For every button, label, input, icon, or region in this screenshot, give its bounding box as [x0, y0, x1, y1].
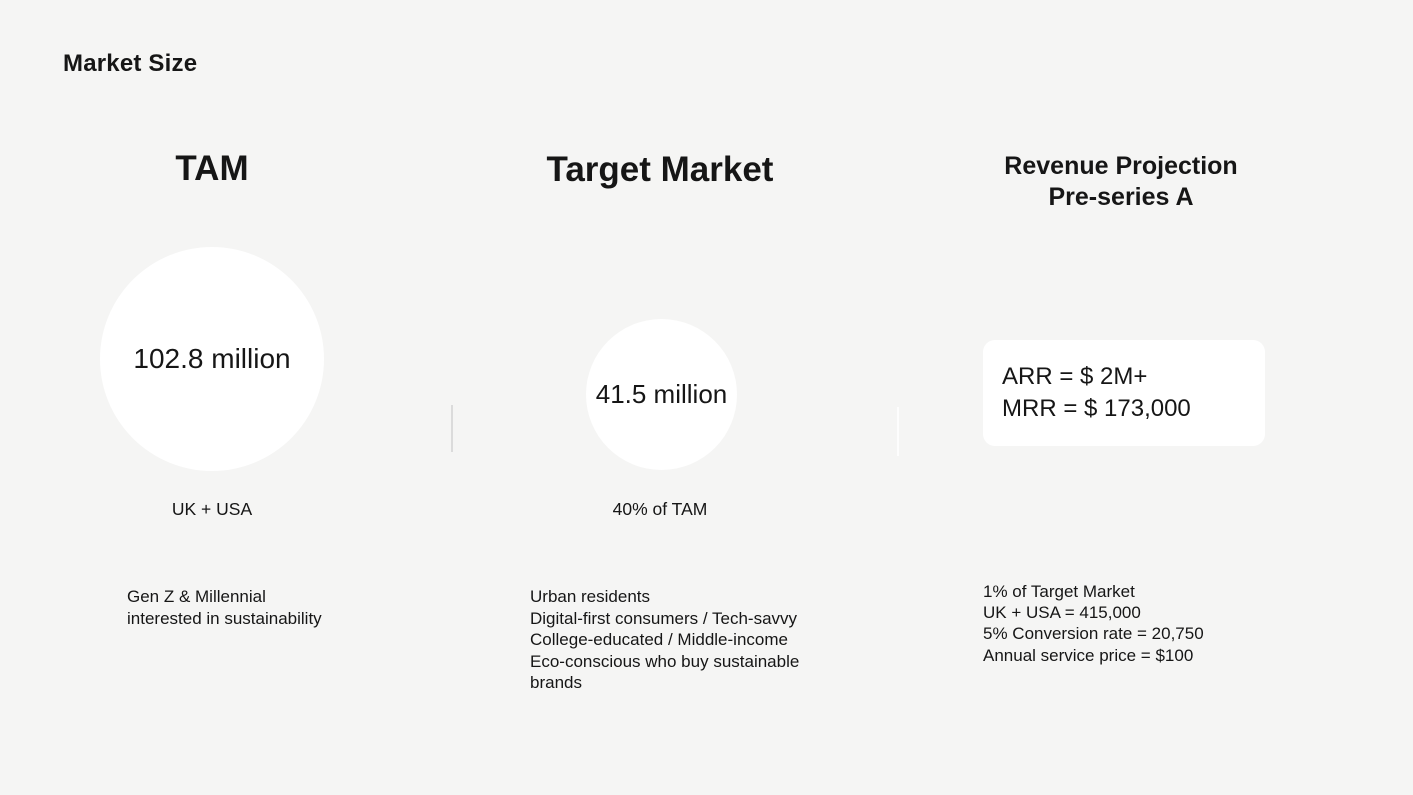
revenue-description-line: UK + USA = 415,000 — [983, 603, 1141, 623]
tam-description-line: interested in sustainability — [127, 608, 322, 628]
revenue-description: 1% of Target Market UK + USA = 415,000 5… — [983, 581, 1303, 666]
target-description-line: Eco-conscious who buy sustainable brands — [530, 651, 800, 693]
tam-circle-value: 102.8 million — [133, 343, 291, 374]
slide-title: Market Size — [63, 50, 198, 77]
tam-circle: 102.8 million — [100, 247, 324, 471]
target-market-circle-value: 41.5 million — [595, 379, 728, 409]
revenue-projection-heading: Revenue Projection Pre-series A — [1004, 152, 1238, 211]
revenue-description-line: Annual service price = $100 — [983, 645, 1194, 665]
revenue-card-mrr-line: MRR = $ 173,000 — [1002, 395, 1191, 422]
target-market-circle: 41.5 million — [586, 319, 737, 470]
target-description-line: Urban residents — [530, 587, 651, 606]
target-description-line: College-educated / Middle-income — [530, 630, 788, 649]
revenue-description-line: 5% Conversion rate = 20,750 — [983, 624, 1204, 644]
tam-description-line: Gen Z & Millennial — [127, 587, 266, 606]
target-market-description: Urban residents Digital-first consumers … — [530, 586, 852, 694]
revenue-card: ARR = $ 2M+ MRR = $ 173,000 — [983, 340, 1265, 446]
column-divider-right — [897, 407, 899, 456]
target-description-line: Digital-first consumers / Tech-savvy — [530, 608, 798, 628]
target-market-heading: Target Market — [546, 150, 774, 189]
column-divider-left — [451, 405, 453, 452]
target-market-caption: 40% of TAM — [612, 499, 708, 519]
revenue-description-line: 1% of Target Market — [983, 582, 1135, 601]
tam-heading: TAM — [175, 149, 249, 188]
tam-description: Gen Z & Millennial interested in sustain… — [127, 586, 427, 629]
revenue-card-arr-line: ARR = $ 2M+ — [1002, 363, 1148, 390]
tam-caption: UK + USA — [171, 499, 253, 519]
